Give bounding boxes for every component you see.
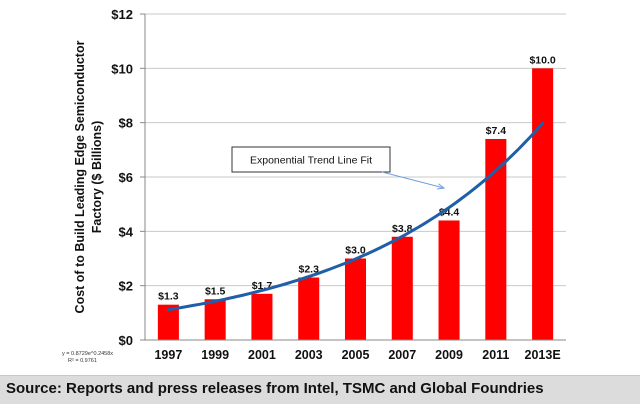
- data-label-1997: $1.3: [158, 291, 179, 303]
- x-tick-label-2013E: 2013E: [525, 348, 561, 362]
- bar-2011: [485, 138, 507, 340]
- y-axis-label-line1: Cost of to Build Leading Edge Semiconduc…: [73, 40, 87, 313]
- x-tick-label-1999: 1999: [201, 348, 229, 362]
- trend-callout-label: Exponential Trend Line Fit: [250, 155, 372, 167]
- y-tick-label: $6: [119, 170, 133, 185]
- x-tick-label-1997: 1997: [154, 348, 182, 362]
- bar-2009: [438, 220, 460, 340]
- y-tick-label: $12: [111, 7, 133, 22]
- y-axis-label-line2: Factory ($ Billions): [90, 121, 104, 234]
- y-tick-label: $2: [119, 279, 133, 294]
- x-tick-label-2005: 2005: [342, 348, 370, 362]
- source-bar: Source: Reports and press releases from …: [0, 375, 640, 404]
- x-axis-ticks: 1997 1999 2001 2003 2005 2007 2009 2011 2013E: [154, 348, 560, 362]
- x-tick-label-2001: 2001: [248, 348, 276, 362]
- y-tick-label: $8: [119, 116, 133, 131]
- source-text: Source: Reports and press releases from …: [6, 380, 544, 397]
- trend-callout-arrowhead: [437, 183, 446, 190]
- trend-r-squared-text: R² = 0.9761: [68, 358, 97, 364]
- data-label-2011: $7.4: [486, 125, 507, 137]
- bar-1997: [157, 304, 179, 340]
- y-axis-label: Cost of to Build Leading Edge Semiconduc…: [73, 40, 104, 313]
- y-axis-ticks: $0 $2 $4 $6 $8 $10 $12: [111, 7, 145, 348]
- x-tick-label-2009: 2009: [435, 348, 463, 362]
- data-label-2003: $2.3: [299, 264, 320, 276]
- trend-line: [166, 121, 545, 312]
- bar-2005: [344, 258, 367, 340]
- bars: $1.3 $1.5 $1.7$2.3$3.0$3.8$4.4$7.4$10.0: [157, 54, 556, 340]
- x-tick-label-2011: 2011: [482, 348, 509, 362]
- data-label-1999: $1.5: [205, 285, 226, 297]
- y-tick-label: $0: [119, 333, 133, 348]
- bar-2013E: [532, 68, 554, 340]
- trend-equation: y = 0.8729e^0.2458x R² = 0.9761: [62, 351, 113, 364]
- trend-line-group: Exponential Trend Line Fit: [166, 121, 545, 312]
- trend-callout-arrow: [381, 171, 445, 189]
- chart-svg: $0$2$4$6$8$10$12 $1.3 $1.5 $1.7$2.3$3.0$3.…: [62, 7, 566, 364]
- x-tick-label-2003: 2003: [295, 348, 323, 362]
- y-tick-label: $10: [111, 61, 133, 76]
- trend-equation-text: y = 0.8729e^0.2458x: [62, 351, 113, 357]
- axes: [144, 14, 566, 341]
- trend-callout-box: [231, 146, 391, 173]
- bar-2001: [251, 293, 273, 340]
- bar-2007: [391, 236, 413, 340]
- data-label-2005: $3.0: [345, 245, 366, 257]
- y-tick-label: $4: [119, 224, 134, 239]
- bar-2003: [298, 277, 320, 340]
- bar-1999: [204, 299, 226, 340]
- x-tick-label-2007: 2007: [388, 348, 416, 362]
- chart: $0 $2 $4 $6 $8 $10 $12 $1.3 $1.5 $1.7 $2.3 $3.0 $3.…: [62, 7, 566, 364]
- data-label-2013E: $10.0: [529, 54, 555, 66]
